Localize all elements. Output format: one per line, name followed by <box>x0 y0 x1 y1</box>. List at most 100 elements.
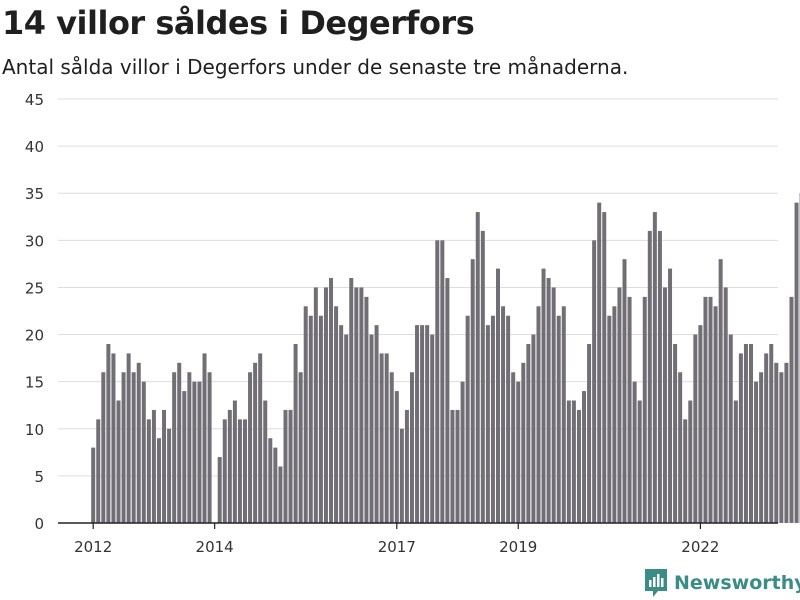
bar <box>334 306 339 523</box>
brand-logo[interactable]: Newsworthy <box>644 568 800 598</box>
bar <box>612 306 617 523</box>
chart-title: 14 villor såldes i Degerfors <box>2 4 475 42</box>
bar <box>718 259 723 523</box>
bar <box>657 230 662 523</box>
bar <box>536 306 541 523</box>
bar <box>177 362 182 523</box>
bar <box>374 325 379 523</box>
bar <box>465 315 470 523</box>
bar <box>743 343 748 523</box>
bar <box>116 400 121 523</box>
bar <box>506 315 511 523</box>
x-tick-label: 2012 <box>74 538 112 556</box>
bar <box>111 353 116 523</box>
bar <box>232 400 237 523</box>
bar <box>769 343 774 523</box>
bar <box>399 428 404 523</box>
bar <box>480 230 485 523</box>
bar <box>673 343 678 523</box>
bar <box>126 353 131 523</box>
bar <box>308 315 313 523</box>
bar <box>602 212 607 524</box>
bar <box>91 447 96 523</box>
bar <box>642 296 647 523</box>
y-tick-label: 35 <box>25 185 44 203</box>
x-tick-label: 2022 <box>681 538 719 556</box>
bar <box>460 381 465 523</box>
bar <box>607 315 612 523</box>
bar <box>359 287 364 523</box>
bar <box>435 240 440 524</box>
bar <box>237 419 242 523</box>
y-tick-label: 10 <box>25 421 44 439</box>
bar <box>430 334 435 523</box>
bar <box>369 334 374 523</box>
bar <box>733 400 738 523</box>
bar <box>622 259 627 523</box>
bar <box>409 372 414 523</box>
bar <box>323 287 328 523</box>
bar <box>779 372 784 523</box>
bar <box>278 466 283 523</box>
bar <box>131 372 136 523</box>
bar <box>784 362 789 523</box>
bar <box>556 315 561 523</box>
bar <box>637 400 642 523</box>
x-tick-label: 2014 <box>196 538 234 556</box>
bar <box>227 409 232 523</box>
bar <box>263 400 268 523</box>
bar <box>546 278 551 523</box>
bar <box>754 381 759 523</box>
bar <box>182 391 187 523</box>
x-tick-label: 2017 <box>378 538 416 556</box>
bar <box>136 362 141 523</box>
bar <box>723 287 728 523</box>
bar <box>217 457 222 523</box>
bar <box>713 306 718 523</box>
bar <box>420 325 425 523</box>
bar <box>318 315 323 523</box>
bar <box>101 372 106 523</box>
bar <box>668 268 673 523</box>
bar <box>258 353 263 523</box>
bar <box>379 353 384 523</box>
y-tick-label: 30 <box>25 232 44 250</box>
bar <box>678 372 683 523</box>
y-tick-label: 45 <box>25 91 44 109</box>
bar <box>683 419 688 523</box>
bar <box>561 306 566 523</box>
bar <box>146 419 151 523</box>
bar <box>587 343 592 523</box>
bar <box>151 409 156 523</box>
bar <box>698 325 703 523</box>
bar <box>662 287 667 523</box>
bar <box>445 278 450 523</box>
bar <box>288 409 293 523</box>
bar <box>566 400 571 523</box>
bar <box>582 391 587 523</box>
chart-subtitle: Antal sålda villor i Degerfors under de … <box>2 55 629 79</box>
bar <box>222 419 227 523</box>
bar <box>490 315 495 523</box>
bar <box>597 202 602 523</box>
bar <box>708 296 713 523</box>
bar <box>425 325 430 523</box>
bar <box>207 372 212 523</box>
bar <box>303 306 308 523</box>
bar <box>156 438 161 523</box>
bar <box>268 438 273 523</box>
brand-name: Newsworthy <box>674 572 800 594</box>
bar <box>384 353 389 523</box>
bar <box>627 296 632 523</box>
x-tick-label: 2019 <box>499 538 537 556</box>
bar <box>521 362 526 523</box>
bar <box>531 334 536 523</box>
bar <box>764 353 769 523</box>
bar <box>632 381 637 523</box>
bar <box>344 334 349 523</box>
bar <box>475 212 480 524</box>
bar <box>283 409 288 523</box>
bar <box>551 287 556 523</box>
bar <box>121 372 126 523</box>
